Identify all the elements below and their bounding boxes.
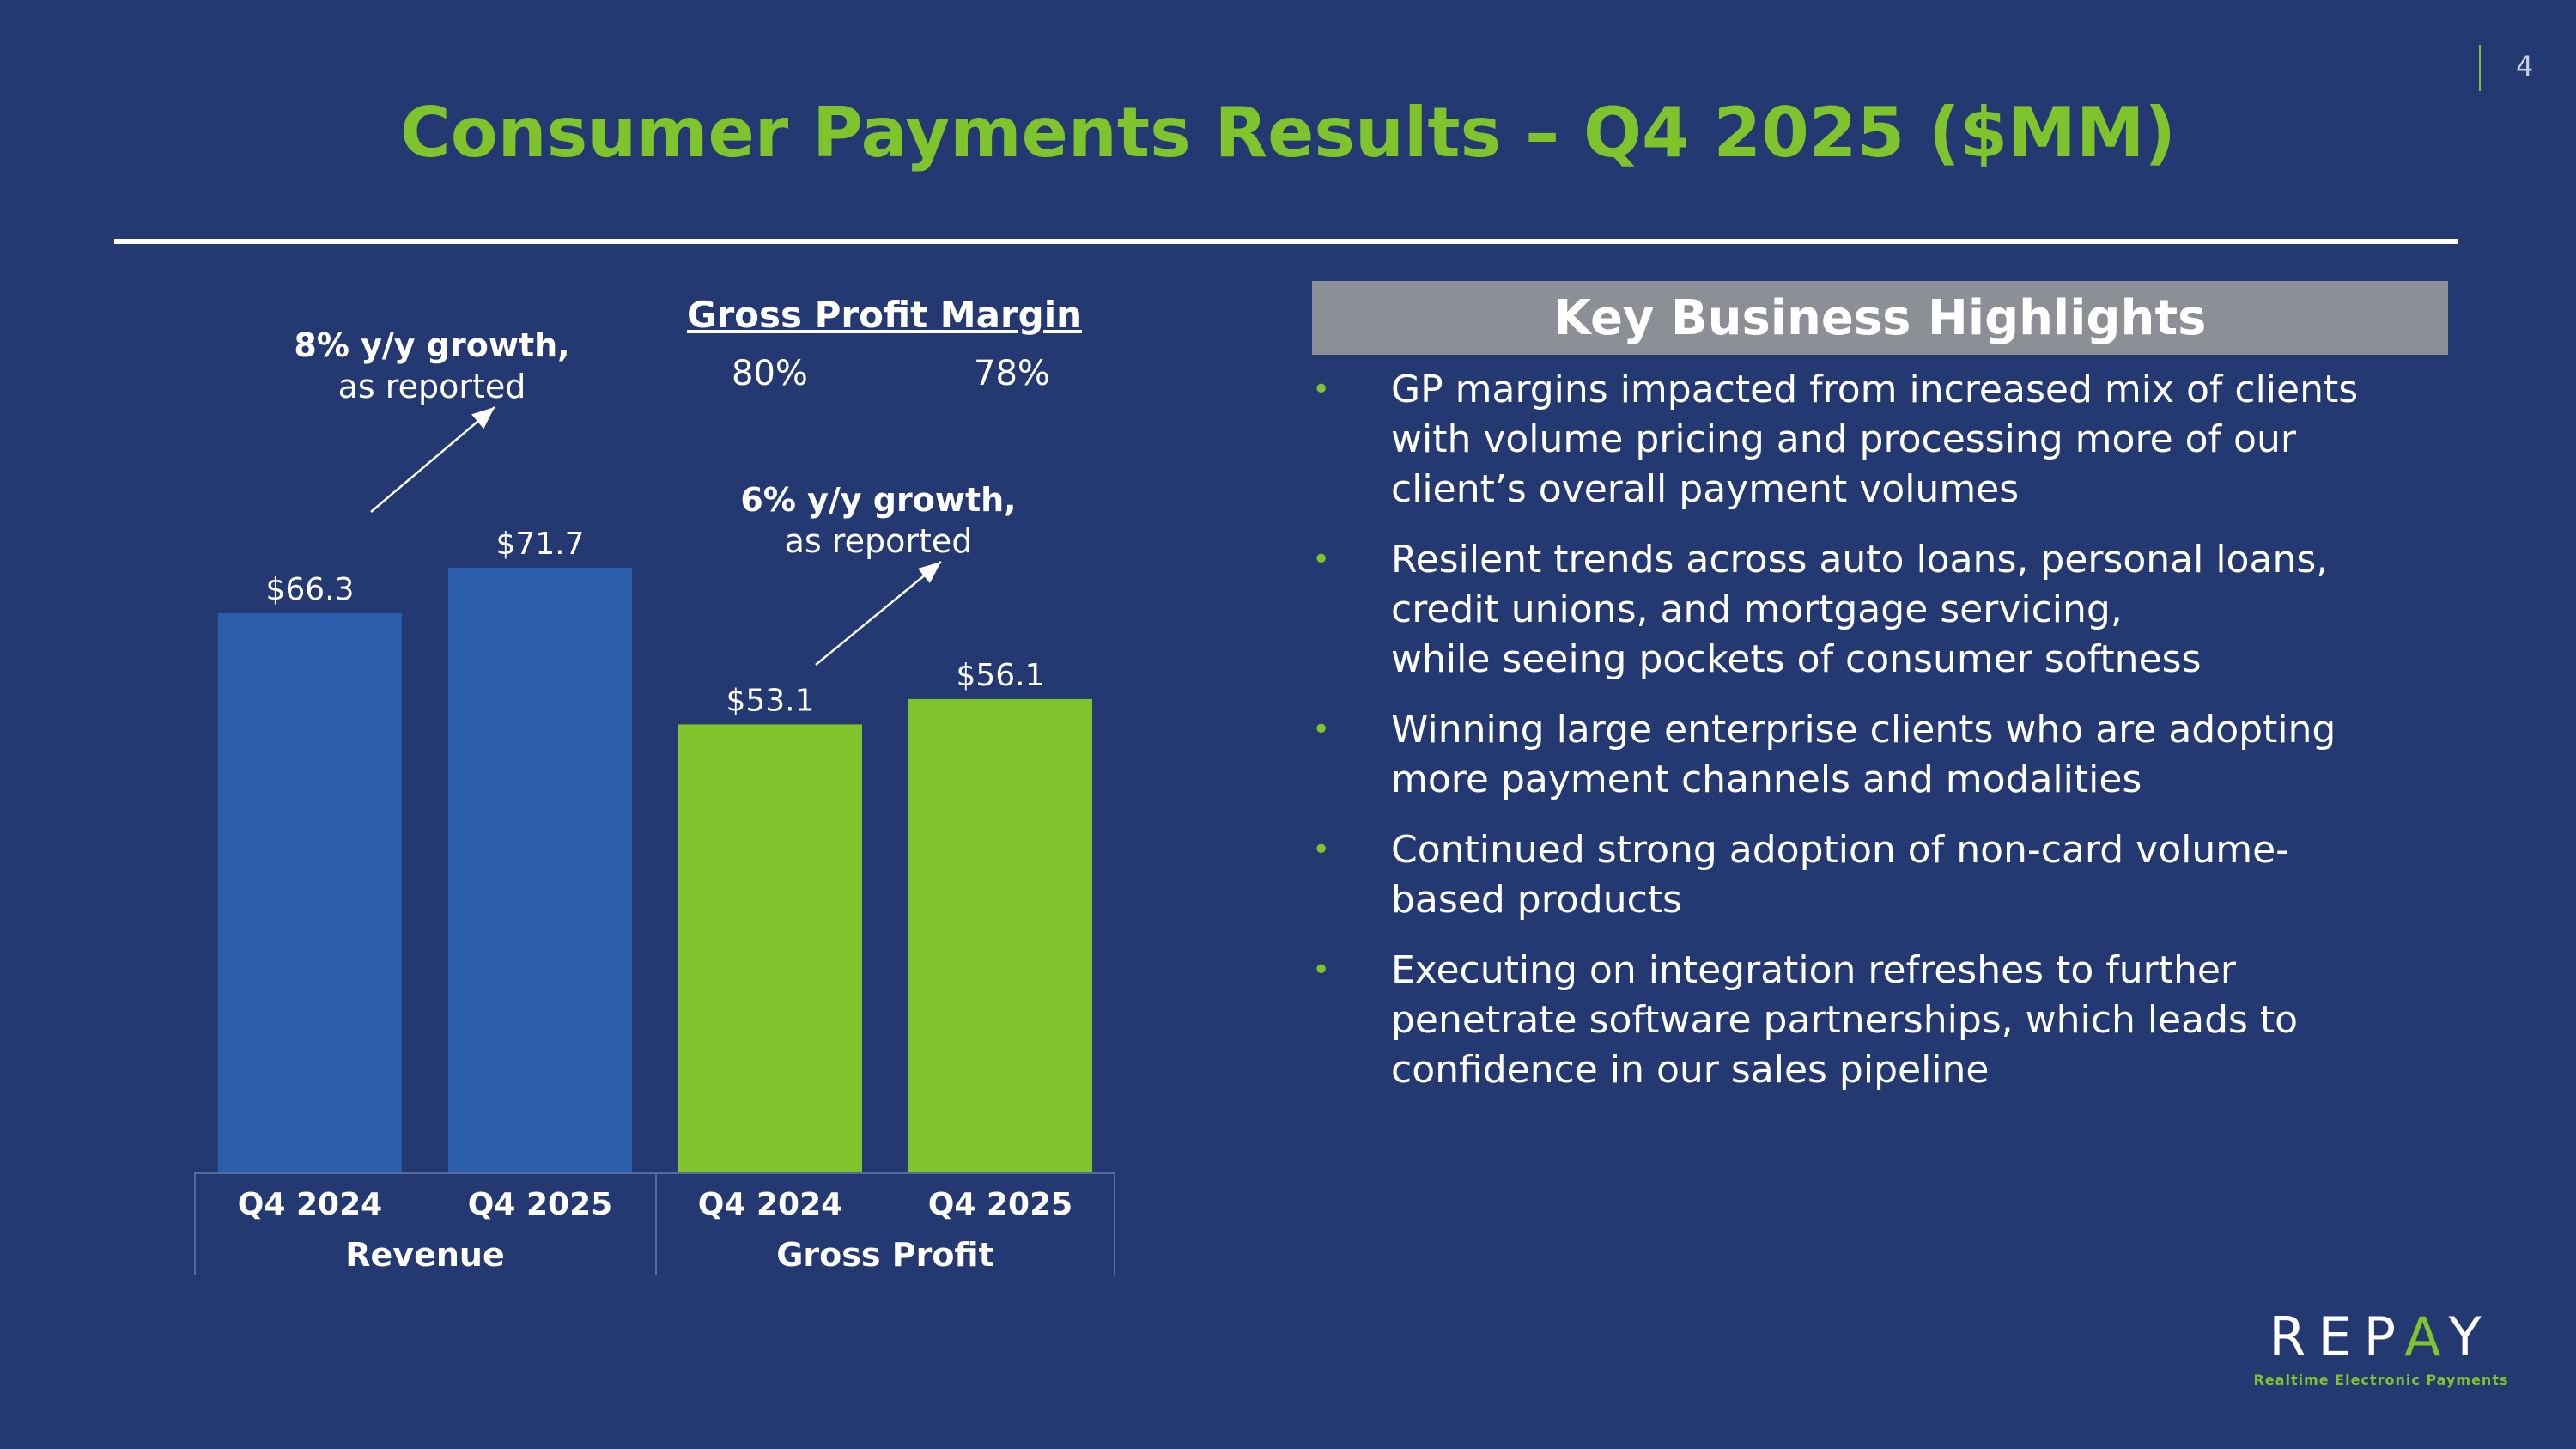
bar-value-label: $66.3 [265,572,354,607]
bar-revenue-1 [448,568,632,1172]
x-tick-label: Q4 2024 [698,1187,842,1222]
bullet-dot-icon: • [1312,542,1331,577]
bar-value-label: $56.1 [956,658,1044,693]
logo-word-left: REP [2269,1306,2405,1368]
logo-tagline: Realtime Electronic Payments [2253,1372,2509,1388]
gp-growth-text: 6% y/y growth, [740,481,1017,519]
highlight-bullet-text: Executing on integration refreshes to fu… [1391,948,2299,1092]
slide-title: Consumer Payments Results – Q4 2025 ($MM… [399,93,2176,173]
highlight-bullet: • Winning large enterprise clients who ar… [1312,705,2480,805]
x-group-label: Revenue [345,1236,504,1274]
bullet-dot-icon: • [1312,372,1331,407]
gp-growth-subtext: as reported [784,522,973,560]
bar-value-label: $53.1 [726,683,814,718]
highlights-list: • GP margins impacted from increased mix … [1312,365,2480,1116]
bar-gross-profit-0 [678,724,862,1172]
highlights-header: Key Business Highlights [1312,281,2448,355]
revenue-growth-text: 8% y/y growth, [294,326,570,364]
gp-growth-arrow-line [815,561,942,666]
bullet-dot-icon: • [1312,712,1331,747]
highlight-bullet-text: Continued strong adoption of non-card vo… [1391,828,2290,922]
highlight-bullet: • Continued strong adoption of non-card v… [1312,825,2480,925]
page-number: 4 [2516,50,2534,82]
chart-canvas: $66.3 Q4 2024 $71.7 Q4 2025 Revenue $53.1 Q4 2… [194,406,1115,1275]
highlight-bullet-text: GP margins impacted from increased mix o… [1391,368,2359,511]
x-tick-label: Q4 2025 [468,1187,612,1222]
x-tick-label: Q4 2025 [928,1187,1072,1222]
bullet-dot-icon: • [1312,953,1331,988]
highlight-bullet: • GP margins impacted from increased mix … [1312,365,2480,514]
highlight-bullet-text: Winning large enterprise clients who are… [1391,708,2336,801]
revenue-growth-arrow-line [370,406,495,513]
highlight-bullet: • Resilent trends across auto loans, pers… [1312,535,2480,685]
gross-profit-margin-title: Gross Profit Margin [686,294,1083,336]
repay-logo: REPAY Realtime Electronic Payments [2233,1306,2530,1388]
logo-wordmark: REPAY [2233,1306,2530,1368]
bullet-dot-icon: • [1312,832,1331,868]
revenue-growth-annotation: 8% y/y growth, as reported [283,325,580,407]
revenue-growth-arrow-head [471,407,495,429]
x-tick-label: Q4 2024 [238,1187,382,1222]
highlight-bullet-text: Resilent trends across auto loans, perso… [1391,538,2329,681]
logo-word-accent: A [2404,1306,2449,1368]
bar-value-label: $71.7 [495,527,584,562]
gross-profit-margin-q4-2025: 78% [974,354,1050,393]
bar-revenue-0 [218,612,402,1172]
gp-growth-annotation: 6% y/y growth, as reported [730,479,1027,562]
gross-profit-margin-q4-2024: 80% [732,354,808,393]
logo-word-right: Y [2448,1306,2494,1368]
x-group-label: Gross Profit [776,1236,994,1274]
highlight-bullet: • Executing on integration refreshes to f… [1312,946,2480,1095]
gp-growth-arrow-head [917,562,941,584]
page-number-divider [2479,45,2481,91]
bar-chart: $66.3 Q4 2024 $71.7 Q4 2025 Revenue $53.1 Q4 2… [0,0,1202,1340]
title-divider [114,239,2458,244]
revenue-growth-subtext: as reported [337,368,526,405]
bar-gross-profit-1 [908,698,1092,1172]
